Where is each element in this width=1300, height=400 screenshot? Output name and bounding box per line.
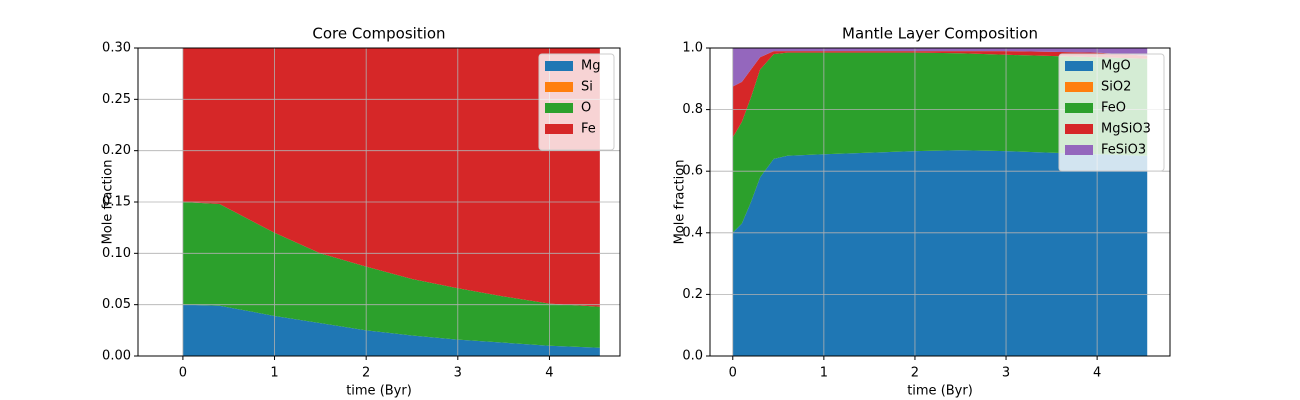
legend-label: MgSiO3 [1101, 122, 1151, 137]
y-tick-label: 0.2 [682, 287, 703, 302]
legend-swatch [545, 124, 573, 134]
plot-area [182, 48, 600, 356]
y-tick-label: 0.20 [102, 143, 131, 158]
legend-swatch [545, 82, 573, 92]
axes-frame [709, 47, 1171, 357]
legend-label: FeSiO3 [1101, 143, 1146, 158]
legend-label: SiO2 [1101, 80, 1131, 95]
legend: Mg Si O Fe [538, 53, 615, 151]
y-axis-label: Mole fraction [101, 160, 116, 245]
area [182, 304, 600, 356]
y-axis-label: Mole fraction [673, 160, 688, 245]
y-tick-label: 1.0 [682, 41, 703, 56]
x-tick-label: 1 [820, 366, 828, 381]
x-axis-label: time (Byr) [907, 384, 973, 399]
legend-label: MgO [1101, 59, 1131, 74]
plot-area [732, 48, 1148, 356]
x-tick-label: 0 [729, 366, 737, 381]
chart-title: Mantle Layer Composition [842, 25, 1038, 43]
y-tick-label: 0.30 [102, 41, 131, 56]
legend-swatch [1065, 61, 1093, 71]
chart-title: Core Composition [312, 25, 445, 43]
y-tick-label: 0.10 [102, 246, 131, 261]
x-tick-label: 4 [545, 366, 553, 381]
y-tick-label: 0.4 [682, 225, 703, 240]
legend-label: Mg [581, 59, 600, 74]
area [732, 48, 1148, 87]
x-tick-label: 4 [1093, 366, 1101, 381]
legend-swatch [1065, 145, 1093, 155]
y-tick-label: 0.8 [682, 102, 703, 117]
area [182, 48, 600, 307]
legend-swatch [545, 103, 573, 113]
x-axis-label: time (Byr) [346, 384, 412, 399]
x-tick-label: 0 [179, 366, 187, 381]
x-tick-label: 3 [1002, 366, 1010, 381]
legend-swatch [1065, 124, 1093, 134]
y-tick-label: 0.00 [102, 349, 131, 364]
area [732, 52, 1148, 233]
legend-label: Si [581, 80, 593, 95]
y-tick-label: 0.15 [102, 195, 131, 210]
y-tick-label: 0.0 [682, 349, 703, 364]
area [732, 150, 1148, 356]
legend-swatch [1065, 103, 1093, 113]
x-tick-label: 1 [270, 366, 278, 381]
x-tick-label: 3 [454, 366, 462, 381]
axes-frame [137, 47, 621, 357]
y-tick-label: 0.05 [102, 297, 131, 312]
legend-swatch [545, 61, 573, 71]
legend-label: Fe [581, 122, 596, 137]
x-tick-label: 2 [911, 366, 919, 381]
x-tick-label: 2 [362, 366, 370, 381]
legend: MgO SiO2 FeO MgSiO3 FeSiO3 [1058, 53, 1165, 172]
legend-label: O [581, 101, 591, 116]
y-tick-label: 0.25 [102, 92, 131, 107]
legend-label: FeO [1101, 101, 1126, 116]
area [182, 202, 600, 348]
legend-swatch [1065, 82, 1093, 92]
y-tick-label: 0.6 [682, 164, 703, 179]
